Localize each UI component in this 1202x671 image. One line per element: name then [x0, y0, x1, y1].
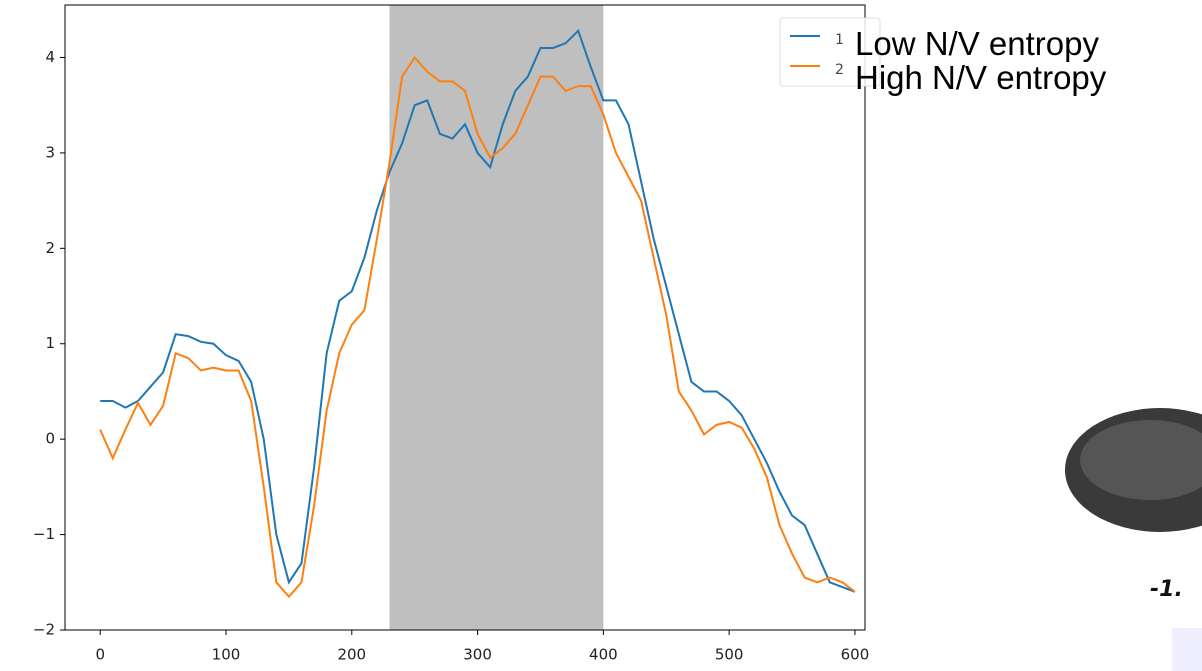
x-tick-label: 600: [841, 646, 870, 664]
annotation: High N/V entropy: [855, 59, 1107, 96]
y-tick-label: −1: [33, 525, 55, 543]
y-tick-label: 3: [45, 143, 55, 161]
y-tick-label: 4: [45, 48, 55, 66]
annotation: Low N/V entropy: [855, 25, 1099, 62]
legend-label: 1: [835, 32, 844, 48]
y-tick-label: 0: [45, 430, 55, 448]
x-tick-label: 100: [212, 646, 241, 664]
chart: 0 100 200 300 400 500 600 −2 −1 0 1 2 3 4 1 2 Low N/V en…: [0, 0, 1202, 671]
y-tick-label: 1: [45, 334, 55, 352]
x-tick-label: 0: [95, 646, 105, 664]
x-tick-label: 500: [715, 646, 744, 664]
shaded-span: [390, 5, 604, 630]
x-tick-label: 300: [463, 646, 492, 664]
legend-label: 2: [835, 62, 844, 78]
y-tick-label: −2: [33, 621, 55, 639]
x-tick-label: 200: [337, 646, 366, 664]
y-tick-label: 2: [45, 239, 55, 257]
annotation: -1.: [1150, 577, 1183, 602]
x-tick-label: 400: [589, 646, 618, 664]
image-edge: [1172, 628, 1202, 671]
